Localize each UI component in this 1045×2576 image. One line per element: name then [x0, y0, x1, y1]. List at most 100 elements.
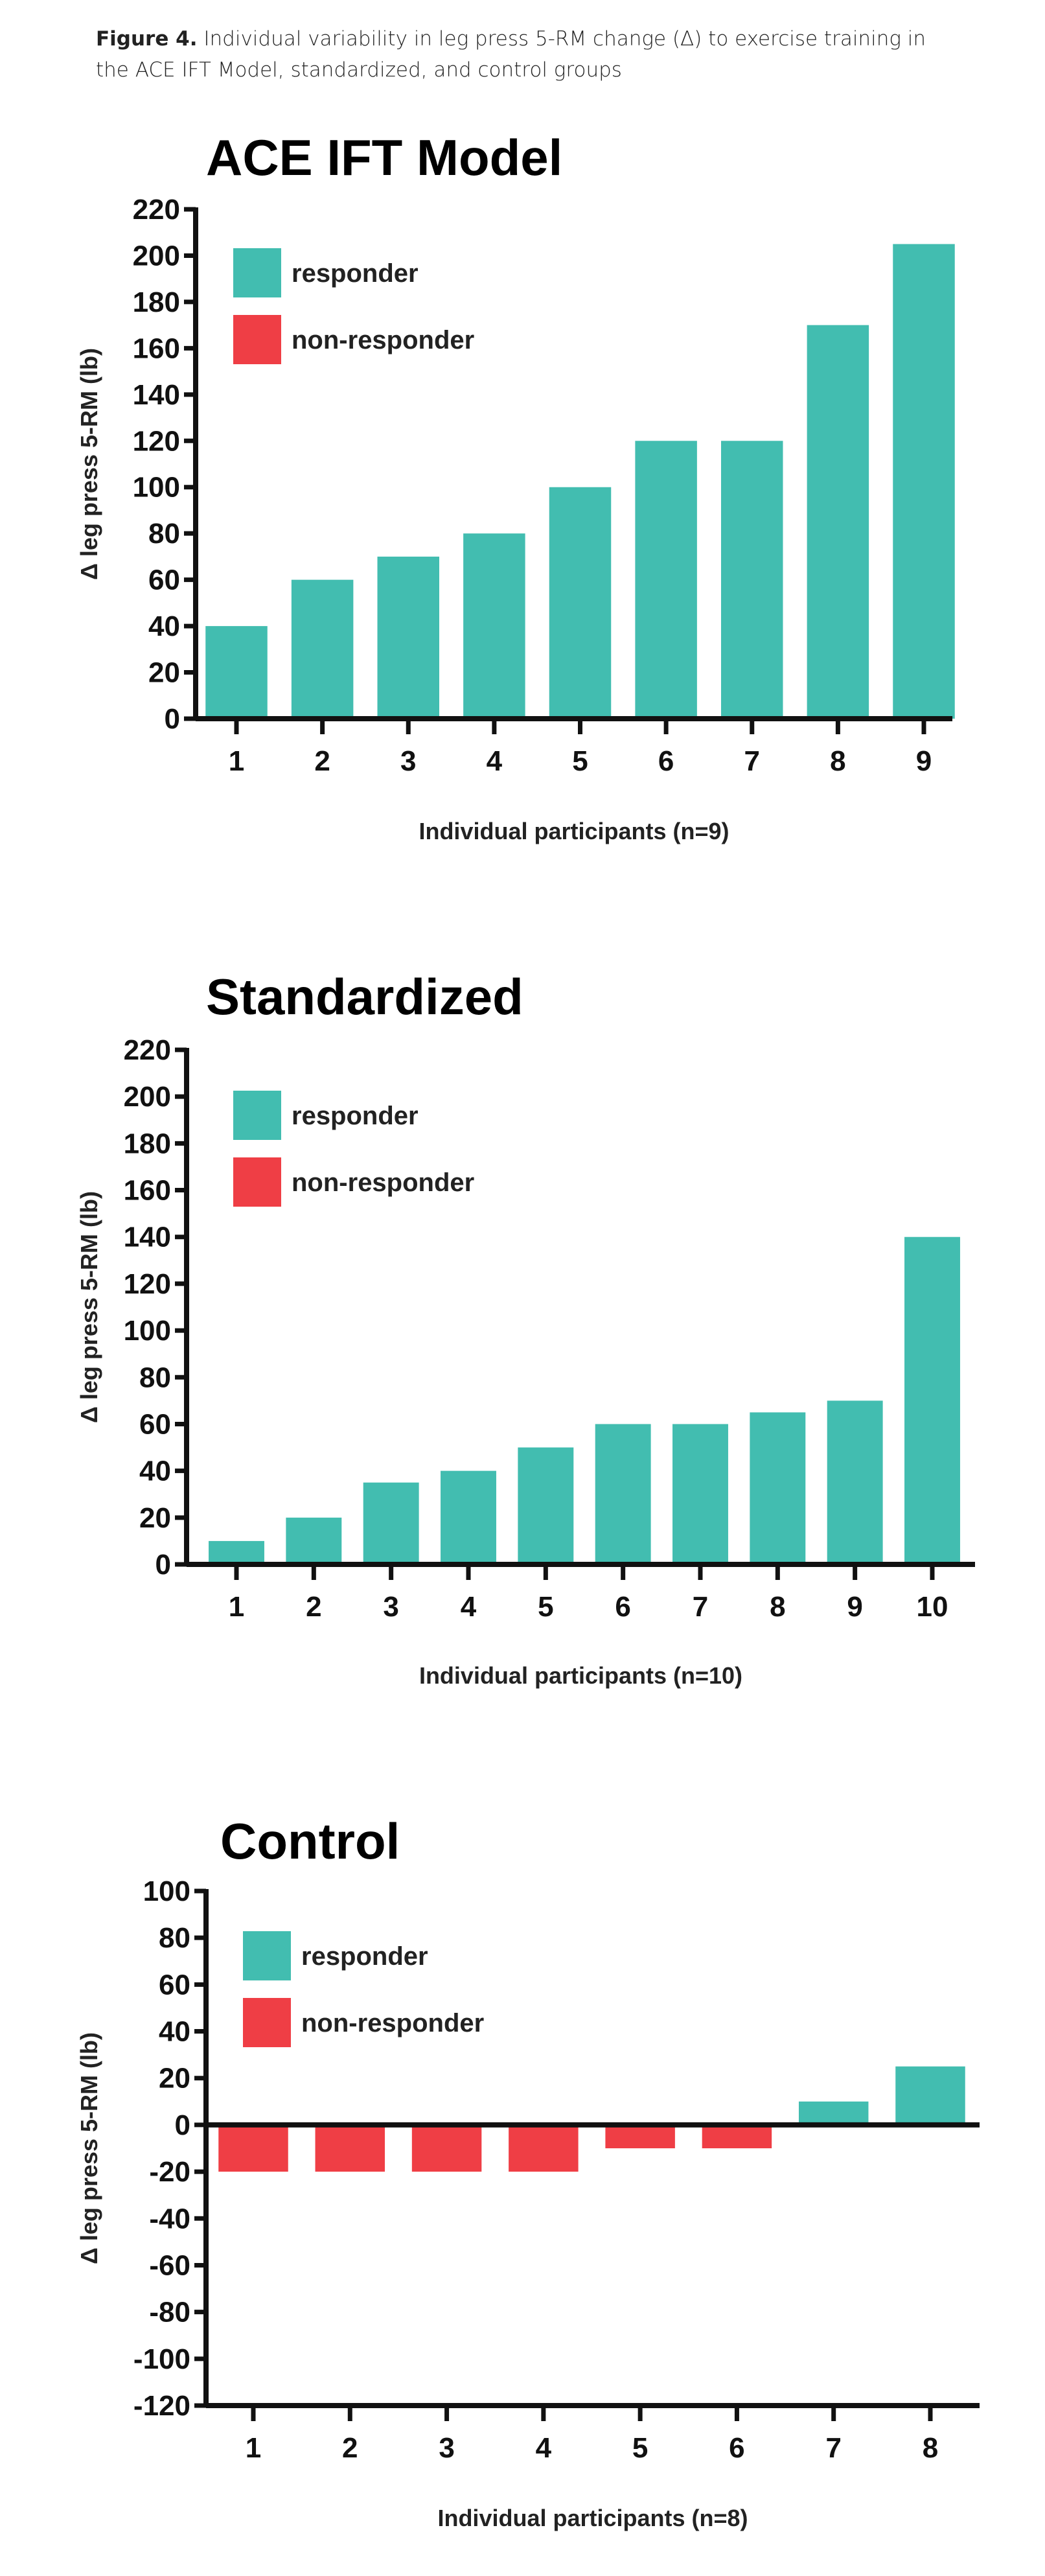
legend-swatch-non-responder	[233, 1157, 281, 1207]
bar-participant-3	[411, 2124, 482, 2172]
y-tick-label: 160	[124, 1175, 171, 1207]
x-tick-label: 9	[847, 1591, 862, 1623]
legend-swatch-responder	[243, 1931, 291, 1980]
figure-caption-text: Individual variability in leg press 5-RM…	[96, 27, 926, 82]
legend-label-non-responder: non-responder	[301, 2009, 484, 2037]
bar-participant-8	[807, 325, 869, 719]
bar-participant-5	[518, 1447, 574, 1564]
chart-title: ACE IFT Model	[206, 129, 562, 186]
bar-participant-3	[363, 1482, 419, 1564]
x-tick-label: 2	[314, 745, 330, 777]
legend: responder non-responder	[233, 248, 474, 364]
x-tick-label: 1	[229, 745, 244, 777]
y-tick-label: -80	[149, 2297, 190, 2328]
bar-participant-6	[595, 1424, 651, 1564]
x-tick-label: 1	[246, 2432, 261, 2464]
y-tick-label: 0	[175, 2109, 190, 2141]
y-tick-label: 200	[133, 240, 180, 272]
legend: responder non-responder	[243, 1931, 484, 2047]
y-tick-label: 40	[148, 610, 180, 642]
legend-swatch-non-responder	[233, 315, 281, 364]
y-axis-label: Δ leg press 5-RM (lb)	[76, 2032, 102, 2264]
bar-participant-4	[509, 2124, 579, 2172]
legend-label-responder: responder	[292, 259, 419, 288]
y-tick-label: 60	[159, 1969, 190, 2001]
y-tick-label: 0	[155, 1549, 171, 1581]
bar-participant-10	[904, 1236, 960, 1564]
y-tick-label: 80	[148, 518, 180, 550]
y-tick-label: 180	[124, 1128, 171, 1159]
chart-2: Standardized 0 20 40 60 80 100 120 140 160 180 200 2…	[76, 968, 975, 1689]
bar-participant-1	[205, 626, 268, 719]
bar-participant-6	[702, 2124, 772, 2148]
legend: responder non-responder	[233, 1091, 474, 1207]
x-tick-label: 8	[830, 745, 845, 777]
chart-title: Standardized	[206, 968, 523, 1025]
y-tick-label: -100	[133, 2343, 190, 2375]
bar-participant-8	[895, 2066, 965, 2125]
x-tick-label: 10	[917, 1591, 948, 1623]
chart-1: ACE IFT Model 0 20 40 60 80 100 120 140 160 180 200…	[76, 129, 955, 844]
figure-label: Figure 4.	[96, 27, 198, 51]
x-tick-label: 5	[572, 745, 588, 777]
chart-3: Control -120 -100 -80 -60 -40 -20 0 20 40 60 80 100 1…	[76, 1813, 980, 2531]
x-tick-label: 4	[461, 1591, 477, 1623]
y-tick-label: -60	[149, 2249, 190, 2281]
y-tick-label: 120	[124, 1268, 171, 1300]
x-axis-label: Individual participants (n=10)	[419, 1662, 742, 1689]
x-tick-label: 7	[693, 1591, 708, 1623]
bar-participant-1	[209, 1540, 264, 1564]
y-tick-label: 100	[124, 1315, 171, 1347]
y-tick-label: -40	[149, 2203, 190, 2234]
y-tick-label: 220	[133, 194, 180, 226]
legend-swatch-responder	[233, 1091, 281, 1140]
y-tick-label: 140	[124, 1222, 171, 1253]
bar-participant-9	[893, 244, 955, 719]
x-tick-label: 4	[487, 745, 503, 777]
y-tick-label: 120	[133, 425, 180, 457]
x-tick-label: 2	[306, 1591, 321, 1623]
x-tick-label: 6	[658, 745, 674, 777]
bar-participant-2	[315, 2124, 385, 2172]
y-tick-label: 160	[133, 332, 180, 364]
x-tick-label: 3	[400, 745, 416, 777]
y-axis-label: Δ leg press 5-RM (lb)	[76, 348, 102, 580]
x-tick-label: 2	[342, 2432, 358, 2464]
y-axis-label: Δ leg press 5-RM (lb)	[76, 1191, 102, 1423]
y-tick-label: 20	[148, 657, 180, 689]
y-tick-label: -20	[149, 2156, 190, 2188]
x-tick-label: 5	[632, 2432, 648, 2464]
y-tick-label: 80	[159, 1922, 190, 1954]
bar-participant-5	[549, 487, 612, 719]
x-tick-label: 6	[729, 2432, 744, 2464]
bar-participant-2	[291, 579, 354, 719]
y-tick-label: 0	[165, 703, 180, 735]
x-tick-label: 6	[615, 1591, 630, 1623]
bar-participant-2	[286, 1517, 342, 1564]
legend-label-responder: responder	[301, 1942, 428, 1971]
y-tick-label: 100	[143, 1875, 190, 1907]
y-tick-label: -120	[133, 2390, 190, 2422]
y-tick-label: 100	[133, 472, 180, 504]
bar-participant-8	[750, 1412, 806, 1564]
y-tick-label: 200	[124, 1081, 171, 1113]
x-tick-label: 9	[916, 745, 932, 777]
y-tick-label: 60	[139, 1408, 171, 1440]
y-tick-label: 20	[139, 1502, 171, 1534]
x-tick-label: 3	[439, 2432, 454, 2464]
y-tick-label: 220	[124, 1034, 171, 1066]
legend-label-responder: responder	[292, 1102, 419, 1130]
legend-swatch-responder	[233, 248, 281, 297]
bar-participant-4	[441, 1470, 496, 1564]
legend-swatch-non-responder	[243, 1998, 291, 2047]
x-tick-label: 7	[825, 2432, 841, 2464]
x-tick-label: 1	[229, 1591, 244, 1623]
x-tick-label: 5	[538, 1591, 553, 1623]
x-tick-label: 8	[923, 2432, 938, 2464]
bar-participant-4	[463, 533, 525, 719]
bar-participant-1	[218, 2124, 288, 2172]
y-tick-label: 80	[139, 1362, 171, 1393]
y-tick-label: 40	[159, 2016, 190, 2048]
legend-label-non-responder: non-responder	[292, 326, 474, 354]
